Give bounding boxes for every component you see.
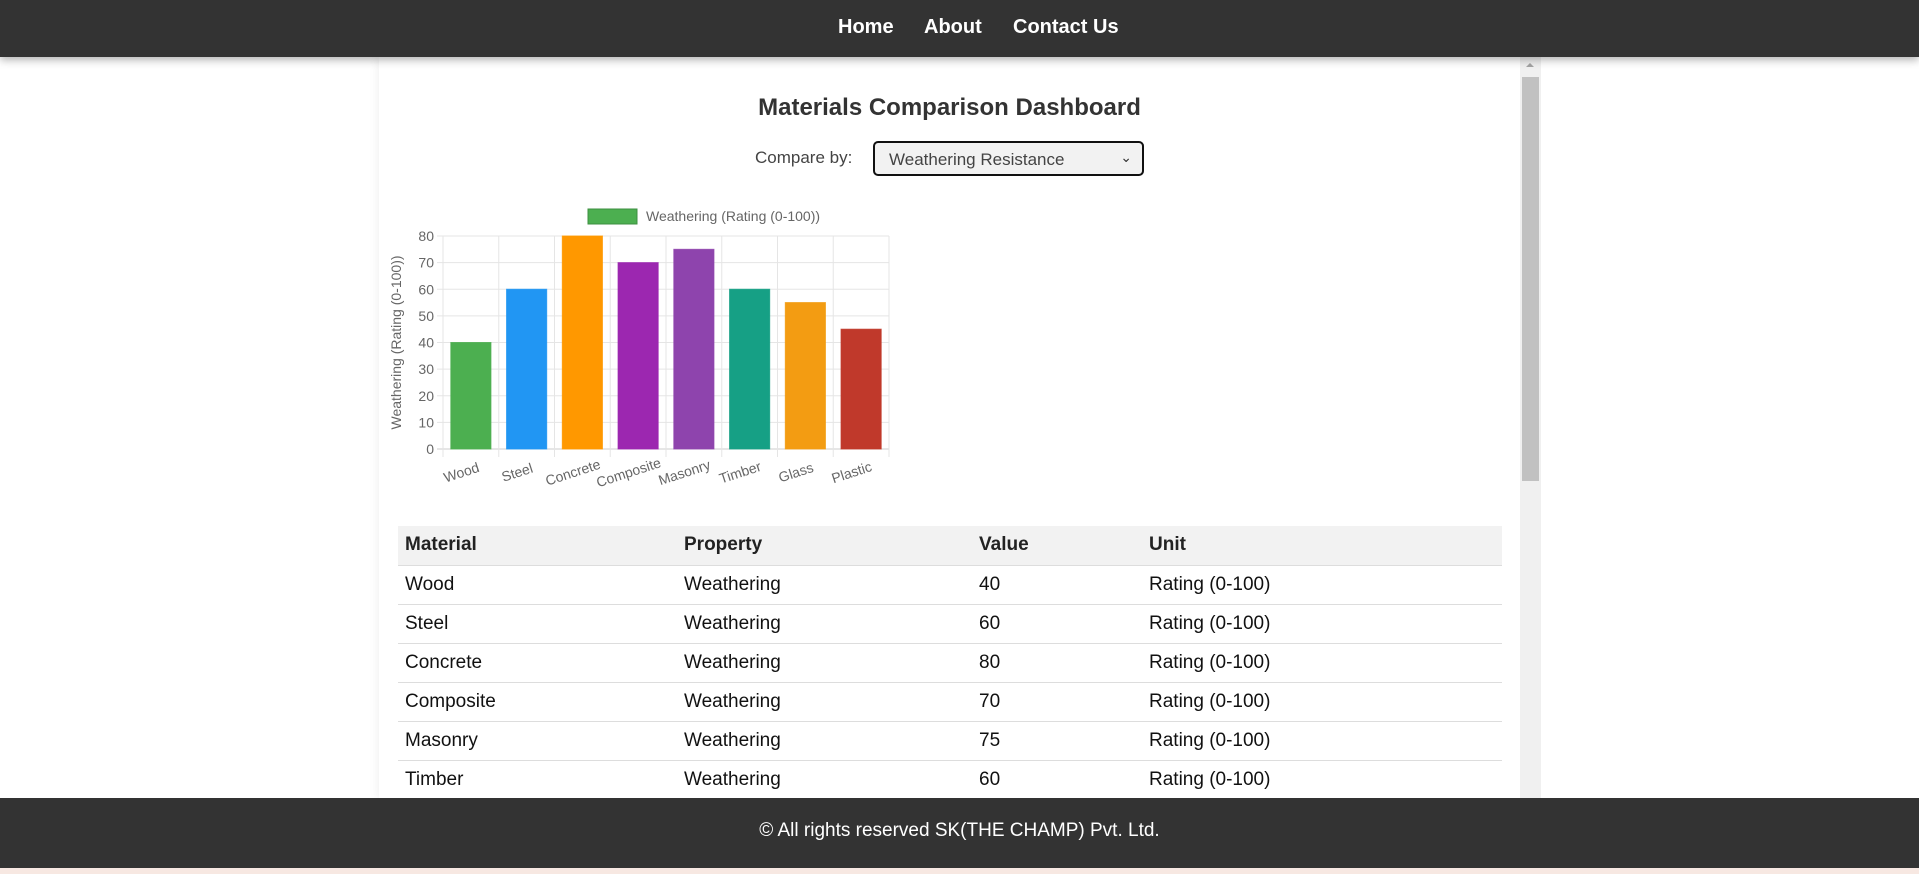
table-cell-unit: Rating (0-100) <box>1142 681 1502 721</box>
bar-masonry <box>673 248 715 450</box>
header-unit: Unit <box>1142 526 1502 565</box>
table-cell-material: Concrete <box>398 642 677 682</box>
y-tick-label: 10 <box>418 414 434 430</box>
materials-table: Material Property Value Unit Wood Weather… <box>398 526 1502 798</box>
compare-by-select[interactable]: Weathering Resistance ⌄ <box>873 141 1144 176</box>
table-cell-unit: Rating (0-100) <box>1142 642 1502 682</box>
bar-plastic <box>840 328 882 450</box>
table-row: Composite Weathering 70 Rating (0-100) <box>398 681 1502 721</box>
header-value: Value <box>972 526 1142 565</box>
scroll-up-arrow-icon[interactable] <box>1526 63 1534 67</box>
x-tick-label: Plastic <box>829 458 873 486</box>
header-property: Property <box>677 526 972 565</box>
table-cell-property: Weathering <box>677 564 972 604</box>
x-tick-label: Wood <box>442 459 481 485</box>
table-row: Wood Weathering 40 Rating (0-100) <box>398 564 1502 604</box>
table-row: Masonry Weathering 75 Rating (0-100) <box>398 720 1502 760</box>
table-cell-unit: Rating (0-100) <box>1142 720 1502 760</box>
table-cell-unit: Rating (0-100) <box>1142 564 1502 604</box>
bar-glass <box>784 302 826 450</box>
table-cell-value: 70 <box>972 681 1142 721</box>
x-tick-label: Concrete <box>543 456 602 489</box>
scrollbar-thumb[interactable] <box>1522 77 1539 481</box>
y-axis-title: Weathering (Rating (0-100)) <box>388 255 404 429</box>
x-tick-label: Steel <box>499 460 534 485</box>
table-cell-property: Weathering <box>677 681 972 721</box>
x-tick-label: Composite <box>594 454 663 490</box>
table-cell-value: 80 <box>972 642 1142 682</box>
footer: © All rights reserved SK(THE CHAMP) Pvt.… <box>0 798 1919 868</box>
scrollbar[interactable] <box>1520 57 1541 798</box>
bar-concrete <box>561 235 603 450</box>
x-tick-label: Masonry <box>656 456 712 488</box>
table-header-row: Material Property Value Unit <box>398 526 1502 565</box>
table-cell-property: Weathering <box>677 603 972 643</box>
table-cell-material: Composite <box>398 681 677 721</box>
header-material: Material <box>398 526 677 565</box>
table-row: Timber Weathering 60 Rating (0-100) <box>398 759 1502 798</box>
table-cell-value: 60 <box>972 603 1142 643</box>
y-tick-label: 0 <box>426 441 434 457</box>
bar-composite <box>617 262 659 450</box>
table-cell-property: Weathering <box>677 759 972 798</box>
compare-by-value: Weathering Resistance <box>889 150 1065 169</box>
y-tick-label: 80 <box>418 228 434 244</box>
table-cell-property: Weathering <box>677 720 972 760</box>
compare-by-label: Compare by: <box>755 148 853 167</box>
table-cell-unit: Rating (0-100) <box>1142 759 1502 798</box>
main-container: Materials Comparison Dashboard Compare b… <box>379 57 1520 798</box>
legend-label: Weathering (Rating (0-100)) <box>646 208 820 224</box>
table-cell-value: 75 <box>972 720 1142 760</box>
bar-timber <box>729 288 771 450</box>
bar-chart: 0 10 20 30 40 50 60 70 80 Wood Steel ConcreteCompos… <box>388 208 890 490</box>
table-row: Concrete Weathering 80 Rating (0-100) <box>398 642 1502 682</box>
y-tick-label: 70 <box>418 255 434 271</box>
bar-wood <box>450 342 492 450</box>
table-cell-material: Timber <box>398 759 677 798</box>
table-cell-value: 40 <box>972 564 1142 604</box>
y-tick-label: 30 <box>418 361 434 377</box>
table-cell-material: Masonry <box>398 720 677 760</box>
y-tick-label: 50 <box>418 308 434 324</box>
table-cell-value: 60 <box>972 759 1142 798</box>
y-tick-label: 60 <box>418 281 434 297</box>
table-cell-material: Wood <box>398 564 677 604</box>
nav-contact[interactable]: Contact Us <box>1013 16 1119 38</box>
bar-steel <box>506 288 548 450</box>
x-tick-label: Glass <box>776 459 815 485</box>
table-cell-material: Steel <box>398 603 677 643</box>
table-cell-property: Weathering <box>677 642 972 682</box>
table-row: Steel Weathering 60 Rating (0-100) <box>398 603 1502 643</box>
page-title: Materials Comparison Dashboard <box>758 94 1141 121</box>
table-cell-unit: Rating (0-100) <box>1142 603 1502 643</box>
legend-swatch <box>587 208 638 225</box>
nav-home[interactable]: Home <box>838 16 894 38</box>
bottom-strip <box>0 868 1919 874</box>
y-tick-label: 40 <box>418 335 434 351</box>
chevron-down-icon: ⌄ <box>1120 149 1132 165</box>
y-tick-label: 20 <box>418 388 434 404</box>
x-tick-label: Timber <box>717 458 763 487</box>
top-nav: Home About Contact Us <box>0 0 1919 57</box>
nav-about[interactable]: About <box>924 16 982 38</box>
